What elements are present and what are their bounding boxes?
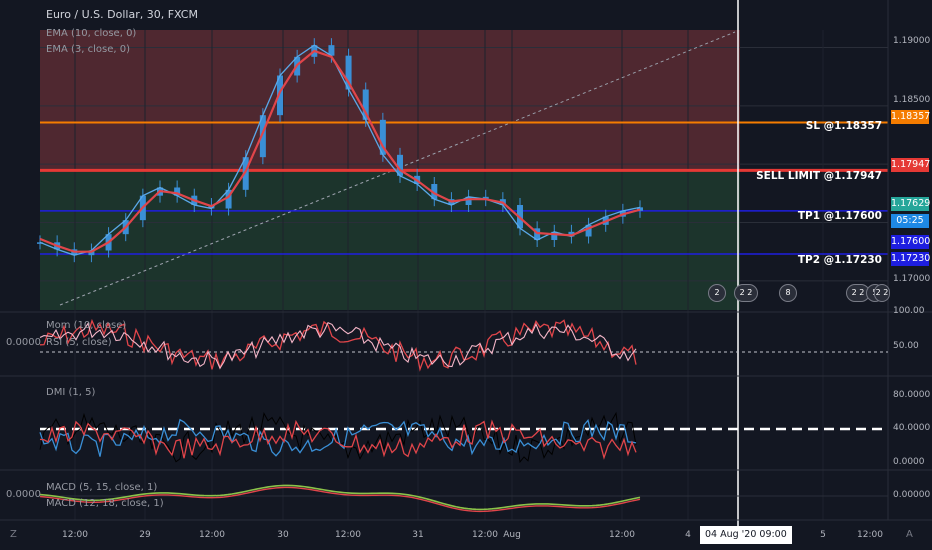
crosshair-time-label: 04 Aug '20 09:00 — [700, 526, 792, 544]
dmi-tick-0: 0.0000 — [893, 457, 925, 467]
time-tick: 12:00 — [857, 530, 883, 540]
macd-value: 0.0000 — [6, 489, 41, 500]
momentum-value: 0.0000 — [6, 337, 41, 348]
price-tick-1.17: 1.17000 — [893, 274, 931, 284]
time-tick: 12:00 — [472, 530, 498, 540]
sell-limit-label[interactable]: SELL LIMIT @1.17947 — [756, 170, 882, 182]
sell-limit-price-tag: 1.17947 — [891, 158, 931, 172]
candle-body — [345, 55, 352, 90]
tp2-label[interactable]: TP2 @1.17230 — [797, 254, 882, 266]
candle-body — [379, 119, 386, 155]
rsi-line — [39, 321, 637, 370]
candle-body — [259, 115, 266, 158]
candle-body — [88, 250, 95, 256]
candle-body — [362, 89, 369, 120]
candle-body — [397, 154, 403, 176]
candle-body — [534, 228, 541, 240]
ema-10-legend[interactable]: EMA (10, close, 0) — [46, 28, 137, 39]
ema-3-legend[interactable]: EMA (3, close, 0) — [46, 44, 130, 55]
zoom-button[interactable]: Z — [10, 529, 17, 540]
rsi-legend[interactable]: RSI (5, close) — [46, 337, 112, 348]
tp1-price-tag: 1.17600 — [891, 235, 931, 249]
time-tick: 12:00 — [335, 530, 361, 540]
momentum-legend[interactable]: Mom (10, close) — [46, 320, 127, 331]
candle-body — [37, 242, 43, 244]
candle-body — [174, 187, 181, 196]
time-tick: 12:00 — [609, 530, 635, 540]
event-badge[interactable]: 2 — [708, 284, 726, 302]
tp1-label[interactable]: TP1 @1.17600 — [797, 210, 882, 222]
auto-scale-button[interactable]: A — [906, 529, 913, 540]
macd-legend-slow[interactable]: MACD (12, 18, close, 1) — [46, 498, 164, 509]
candle-body — [431, 184, 438, 200]
event-badge[interactable]: 2 2 — [874, 284, 890, 302]
ema-3-line — [39, 44, 641, 256]
zone-0 — [40, 30, 740, 171]
time-tick: Aug — [503, 530, 521, 540]
rsi-tick-50: 50.00 — [893, 341, 919, 351]
candle-body — [225, 189, 232, 209]
macd-line — [39, 484, 641, 511]
chart-title: Euro / U.S. Dollar, 30, FXCM — [46, 8, 198, 21]
dmi-tick-80: 80.0000 — [893, 390, 931, 400]
ema-10-line — [39, 49, 641, 253]
time-tick: 30 — [277, 530, 289, 540]
candle-body — [277, 75, 283, 116]
time-tick: 4 — [685, 530, 691, 540]
stop-loss-label[interactable]: SL @1.18357 — [805, 120, 882, 132]
candle-body — [551, 231, 558, 240]
candle-body — [465, 196, 472, 205]
macd-tick-0: 0.00000 — [893, 490, 931, 500]
last-price-tag: 1.17629 — [891, 197, 931, 211]
time-tick: 5 — [820, 530, 826, 540]
time-tick: 29 — [139, 530, 151, 540]
tp2-price-tag: 1.17230 — [891, 252, 931, 266]
candle-body — [482, 196, 489, 200]
time-tick: 31 — [412, 530, 424, 540]
candle-body — [585, 224, 592, 237]
candle-body — [328, 45, 335, 56]
trend-line — [59, 31, 736, 306]
macd-signal-line — [39, 486, 641, 513]
sl-price-tag: 1.18357 — [891, 110, 931, 124]
bar-countdown-tag: 05:25 — [891, 214, 929, 228]
candle-body — [242, 157, 249, 190]
time-tick: 12:00 — [62, 530, 88, 540]
price-tick-1.185: 1.18500 — [893, 95, 931, 105]
dmi-minus-line — [39, 419, 637, 460]
adx-line — [39, 411, 637, 464]
dmi-legend[interactable]: DMI (1, 5) — [46, 387, 96, 398]
time-tick: 12:00 — [199, 530, 225, 540]
macd-legend-fast[interactable]: MACD (5, 15, close, 1) — [46, 482, 158, 493]
rsi-tick-100: 100.00 — [893, 306, 925, 316]
event-badge[interactable]: 2 2 — [734, 284, 758, 302]
candle-body — [637, 207, 643, 211]
event-badge[interactable]: 8 — [779, 284, 797, 302]
momentum-line — [39, 318, 637, 372]
dmi-tick-40: 40.0000 — [893, 423, 931, 433]
dmi-plus-line — [39, 418, 637, 457]
price-tick-1.19: 1.19000 — [893, 36, 931, 46]
